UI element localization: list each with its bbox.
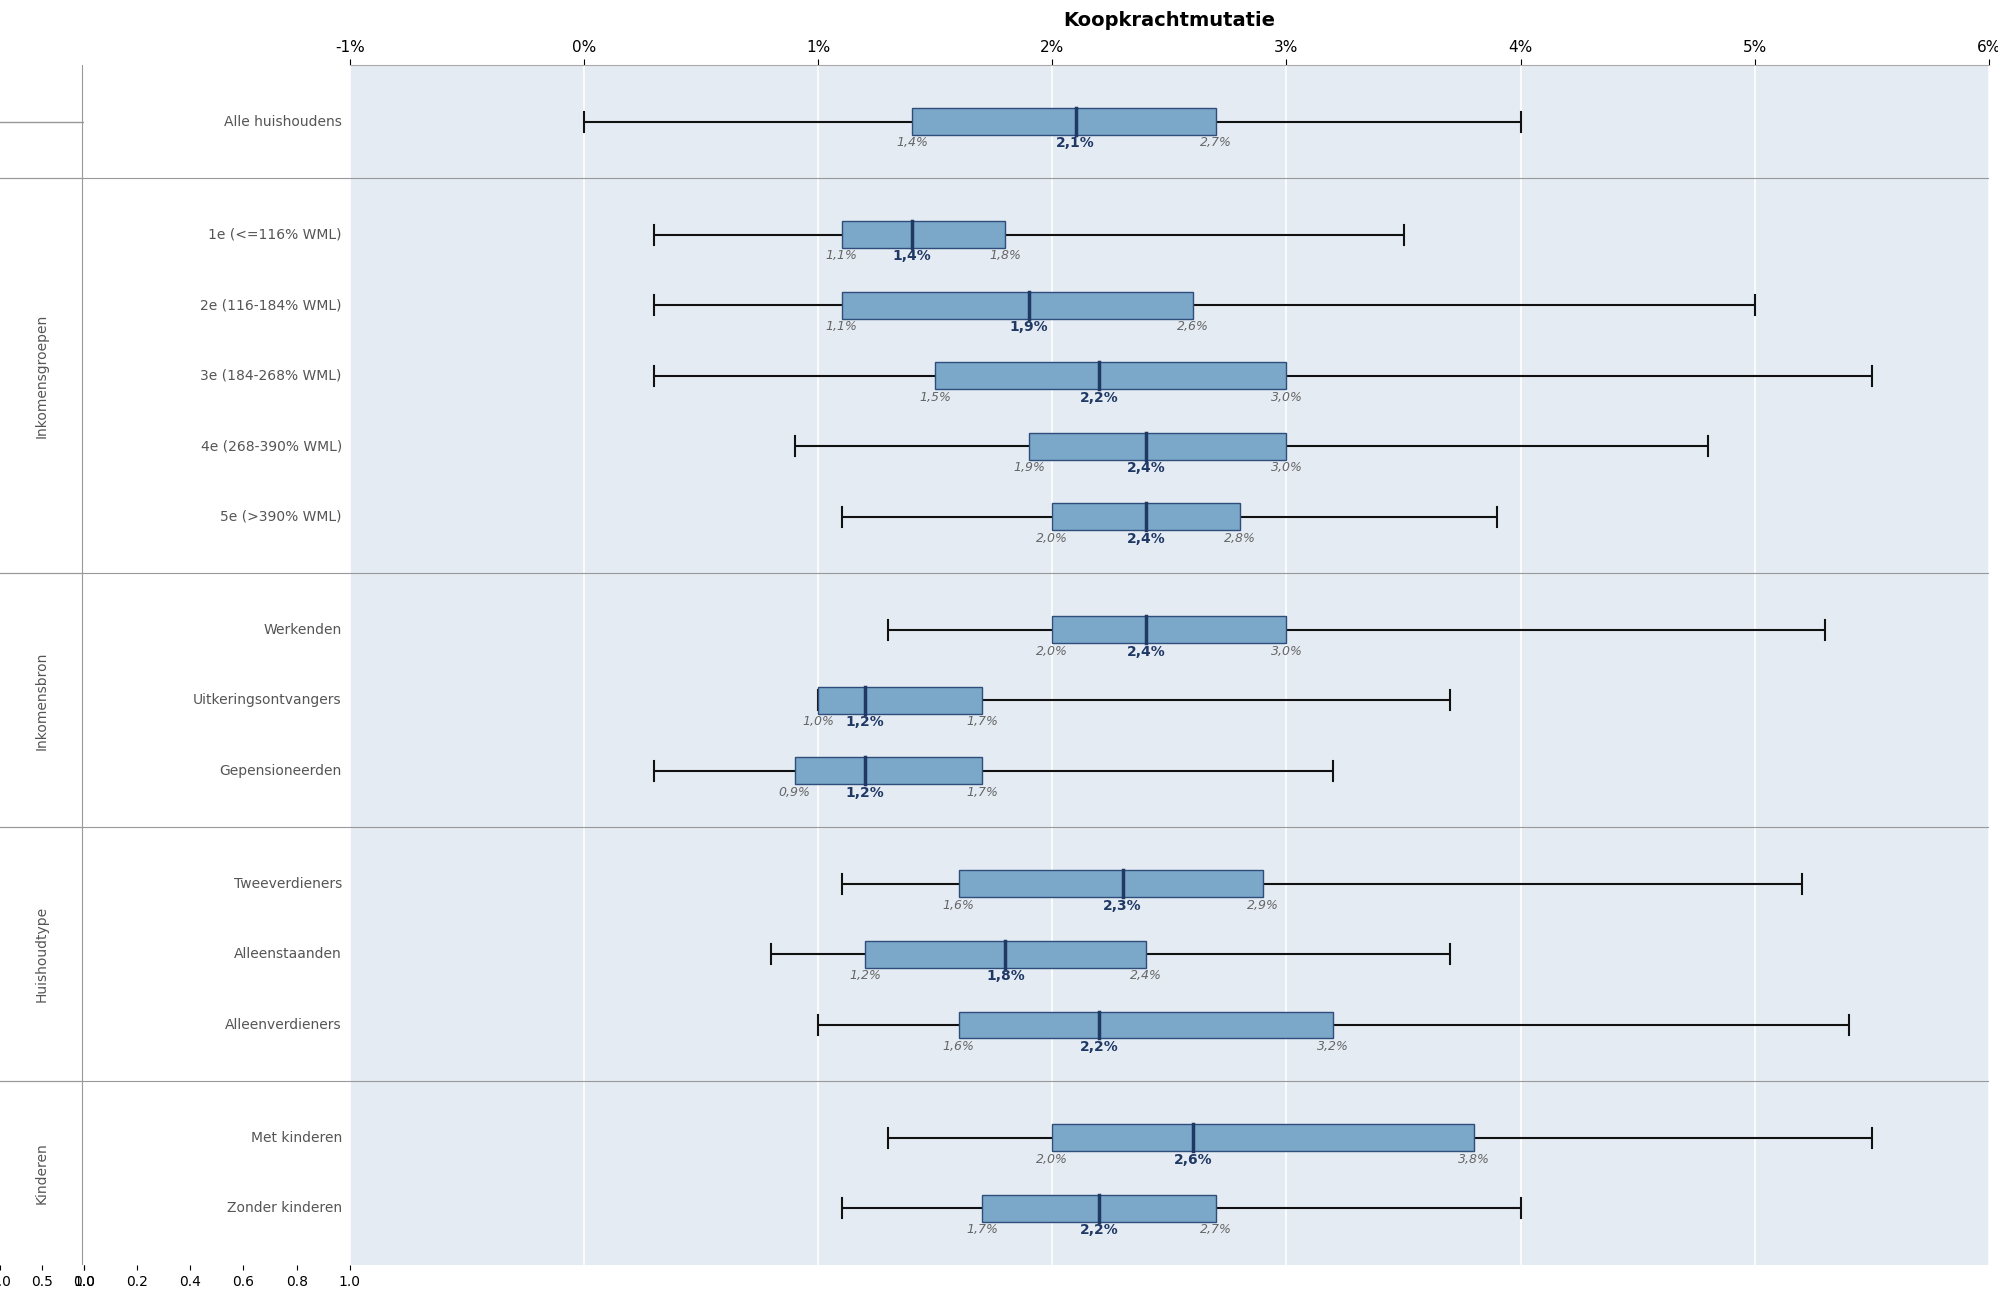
X-axis label: Koopkrachtmutatie: Koopkrachtmutatie <box>1063 10 1275 30</box>
Text: 1,6%: 1,6% <box>943 898 975 911</box>
Text: 1,7%: 1,7% <box>965 715 997 728</box>
Bar <box>795 758 981 784</box>
Bar <box>1051 1124 1473 1151</box>
Text: 3,8%: 3,8% <box>1457 1153 1489 1166</box>
Text: Werkenden: Werkenden <box>264 623 342 636</box>
Text: Gepensioneerden: Gepensioneerden <box>220 764 342 778</box>
Text: 0,9%: 0,9% <box>779 786 811 799</box>
Text: 3,0%: 3,0% <box>1271 644 1303 657</box>
Text: Alleenstaanden: Alleenstaanden <box>234 948 342 961</box>
Text: Alleenverdieners: Alleenverdieners <box>226 1018 342 1031</box>
Bar <box>1051 617 1287 643</box>
Bar <box>981 1194 1215 1222</box>
Text: 2,7%: 2,7% <box>1199 1223 1231 1236</box>
Text: 4e (268-390% WML): 4e (268-390% WML) <box>200 439 342 454</box>
Bar <box>865 941 1145 968</box>
Text: 2,2%: 2,2% <box>1079 390 1119 404</box>
Bar <box>959 870 1263 897</box>
Text: 1,7%: 1,7% <box>965 786 997 799</box>
Text: 3,0%: 3,0% <box>1271 462 1303 475</box>
Text: 2,1%: 2,1% <box>1055 137 1095 150</box>
Text: 1,6%: 1,6% <box>943 1039 975 1052</box>
Bar <box>841 292 1193 318</box>
Text: 2,6%: 2,6% <box>1173 1153 1211 1167</box>
Text: 2,4%: 2,4% <box>1129 969 1161 982</box>
Text: 1,2%: 1,2% <box>845 715 883 729</box>
Text: 1e (<=116% WML): 1e (<=116% WML) <box>208 228 342 241</box>
Text: 1,2%: 1,2% <box>849 969 881 982</box>
Text: 3,2%: 3,2% <box>1317 1039 1349 1052</box>
Text: 2,7%: 2,7% <box>1199 137 1231 150</box>
Text: 1,9%: 1,9% <box>1009 319 1047 334</box>
Text: 5e (>390% WML): 5e (>390% WML) <box>220 510 342 524</box>
Text: Zonder kinderen: Zonder kinderen <box>226 1201 342 1215</box>
Text: Tweeverdieners: Tweeverdieners <box>234 876 342 891</box>
Text: 1,7%: 1,7% <box>965 1223 997 1236</box>
Text: 1,2%: 1,2% <box>845 786 883 799</box>
Text: 1,9%: 1,9% <box>1013 462 1045 475</box>
Text: 2,3%: 2,3% <box>1103 898 1141 913</box>
Text: 2,6%: 2,6% <box>1177 319 1209 333</box>
Bar <box>935 363 1287 389</box>
Text: 1,1%: 1,1% <box>825 249 857 262</box>
Text: 1,0%: 1,0% <box>801 715 833 728</box>
Bar <box>1029 433 1287 460</box>
Text: 1,8%: 1,8% <box>985 969 1025 983</box>
Text: 2,8%: 2,8% <box>1223 532 1255 545</box>
Text: 1,8%: 1,8% <box>989 249 1021 262</box>
Text: 2,2%: 2,2% <box>1079 1039 1119 1054</box>
Text: 3,0%: 3,0% <box>1271 390 1303 403</box>
Text: 1,4%: 1,4% <box>895 137 927 150</box>
Text: Huishoudtype: Huishoudtype <box>34 906 50 1003</box>
Text: Met kinderen: Met kinderen <box>250 1131 342 1145</box>
Text: Alle huishoudens: Alle huishoudens <box>224 115 342 129</box>
Text: 2,4%: 2,4% <box>1127 644 1165 659</box>
Bar <box>1051 503 1239 531</box>
Text: 2,9%: 2,9% <box>1247 898 1279 911</box>
Text: 2,0%: 2,0% <box>1035 1153 1067 1166</box>
Text: 1,5%: 1,5% <box>919 390 951 403</box>
Text: Uitkeringsontvangers: Uitkeringsontvangers <box>194 694 342 707</box>
Text: 2,0%: 2,0% <box>1035 532 1067 545</box>
Bar <box>817 687 981 713</box>
Text: 2,0%: 2,0% <box>1035 644 1067 657</box>
Text: 1,1%: 1,1% <box>825 319 857 333</box>
Text: Inkomensbron: Inkomensbron <box>34 651 50 750</box>
Bar <box>911 108 1215 136</box>
Bar <box>959 1012 1333 1038</box>
Text: 2,2%: 2,2% <box>1079 1223 1119 1237</box>
Text: 3e (184-268% WML): 3e (184-268% WML) <box>200 369 342 382</box>
Text: 2,4%: 2,4% <box>1127 462 1165 475</box>
Text: 2,4%: 2,4% <box>1127 532 1165 545</box>
Text: 2e (116-184% WML): 2e (116-184% WML) <box>200 299 342 312</box>
Text: Inkomensgroepen: Inkomensgroepen <box>34 313 50 438</box>
Bar <box>841 222 1005 248</box>
Text: 1,4%: 1,4% <box>891 249 931 263</box>
Text: Kinderen: Kinderen <box>34 1142 50 1204</box>
